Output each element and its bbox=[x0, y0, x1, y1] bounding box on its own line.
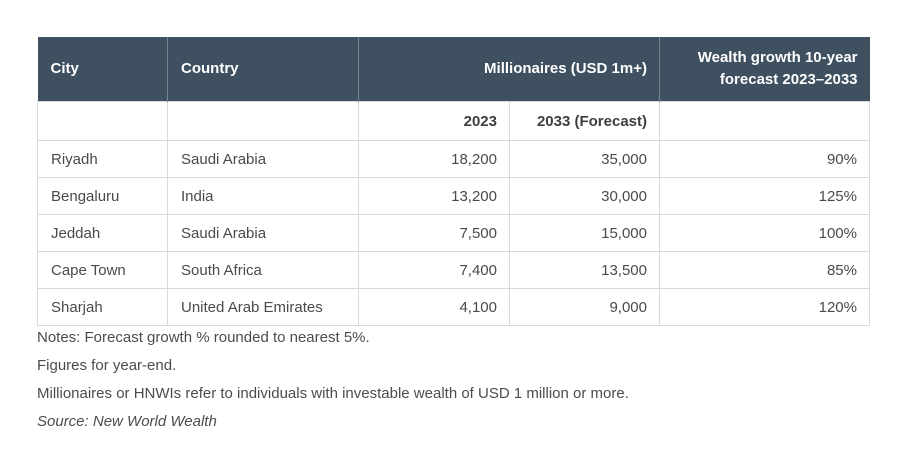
header-millionaires-group: Millionaires (USD 1m+) bbox=[358, 37, 660, 102]
subheader-year-2033: 2033 (Forecast) bbox=[509, 101, 660, 141]
cell-growth: 125% bbox=[659, 177, 870, 215]
notes-block: Notes: Forecast growth % rounded to near… bbox=[37, 324, 867, 436]
cell-city: Bengaluru bbox=[37, 177, 168, 215]
cell-millionaires-2023: 7,400 bbox=[358, 251, 510, 289]
table-row: Jeddah Saudi Arabia 7,500 15,000 100% bbox=[37, 214, 870, 252]
table-row: Riyadh Saudi Arabia 18,200 35,000 90% bbox=[37, 140, 870, 178]
subheader-country-empty bbox=[167, 101, 359, 141]
cell-country: South Africa bbox=[167, 251, 359, 289]
subheader-growth-empty bbox=[659, 101, 870, 141]
cell-millionaires-2023: 7,500 bbox=[358, 214, 510, 252]
cell-millionaires-2033: 35,000 bbox=[509, 140, 660, 178]
note-line-2: Figures for year-end. bbox=[37, 357, 177, 374]
subheader-city-empty bbox=[37, 101, 168, 141]
cell-city: Riyadh bbox=[37, 140, 168, 178]
note-line-1: Notes: Forecast growth % rounded to near… bbox=[37, 329, 370, 346]
cell-millionaires-2023: 18,200 bbox=[358, 140, 510, 178]
table-row: Cape Town South Africa 7,400 13,500 85% bbox=[37, 251, 870, 289]
cell-millionaires-2023: 13,200 bbox=[358, 177, 510, 215]
cell-country: Saudi Arabia bbox=[167, 214, 359, 252]
cell-city: Cape Town bbox=[37, 251, 168, 289]
source-line: Source: New World Wealth bbox=[37, 413, 217, 430]
cell-millionaires-2033: 9,000 bbox=[509, 288, 660, 326]
subheader-year-2023: 2023 bbox=[358, 101, 510, 141]
cell-country: Saudi Arabia bbox=[167, 140, 359, 178]
note-line-3: Millionaires or HNWIs refer to individua… bbox=[37, 385, 629, 402]
cell-city: Sharjah bbox=[37, 288, 168, 326]
cell-growth: 85% bbox=[659, 251, 870, 289]
cell-growth: 120% bbox=[659, 288, 870, 326]
cell-country: United Arab Emirates bbox=[167, 288, 359, 326]
cell-growth: 90% bbox=[659, 140, 870, 178]
cell-country: India bbox=[167, 177, 359, 215]
header-country: Country bbox=[167, 37, 359, 102]
cell-growth: 100% bbox=[659, 214, 870, 252]
table-header-row: City Country Millionaires (USD 1m+) Weal… bbox=[37, 37, 870, 102]
cell-millionaires-2033: 13,500 bbox=[509, 251, 660, 289]
header-city: City bbox=[37, 37, 168, 102]
cell-city: Jeddah bbox=[37, 214, 168, 252]
table-row: Sharjah United Arab Emirates 4,100 9,000… bbox=[37, 288, 870, 326]
header-wealth-growth: Wealth growth 10-year forecast 2023–2033 bbox=[659, 37, 870, 102]
cell-millionaires-2033: 15,000 bbox=[509, 214, 660, 252]
table-row: Bengaluru India 13,200 30,000 125% bbox=[37, 177, 870, 215]
cell-millionaires-2023: 4,100 bbox=[358, 288, 510, 326]
cell-millionaires-2033: 30,000 bbox=[509, 177, 660, 215]
millionaires-table: City Country Millionaires (USD 1m+) Weal… bbox=[37, 37, 870, 326]
table-subheader-row: 2023 2033 (Forecast) bbox=[37, 101, 870, 141]
